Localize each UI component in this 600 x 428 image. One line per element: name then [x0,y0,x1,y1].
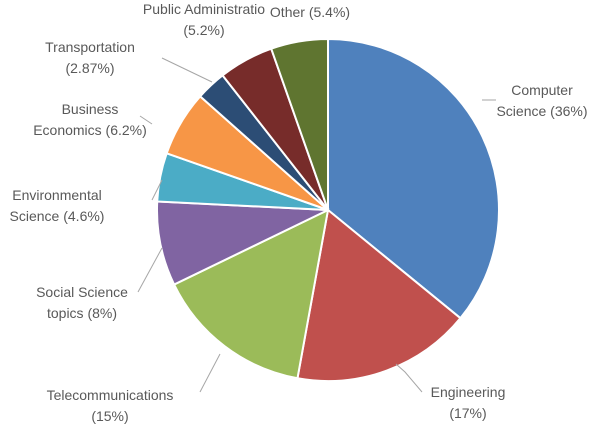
leader-line-business-economics [139,115,153,125]
slice-label-computer-science: Computer Science (36%) [496,82,587,119]
pie-slice-engineering [296,208,462,382]
slice-label-other: Other (5.4%) [270,4,350,20]
slice-label-business-economics: Business Economics (6.2%) [33,101,147,138]
pie-slice-computer-science [327,37,500,320]
slice-labels: Computer Science (36%) Engineering (17%) Tel… [10,1,588,424]
leader-line-social-science-topics [137,247,163,293]
pie-slice-telecommunications [172,208,330,380]
slice-label-social-science-topics: Social Science topics (8%) [36,284,128,321]
pie-slice-other [269,37,329,211]
slice-label-transportation: Transportation (2.87%) [45,39,135,76]
pie-slices [156,37,500,382]
slice-label-telecommunications: Telecommunications (15%) [47,387,174,424]
slice-label-public-administration: Public Administratio (5.2%) [143,1,265,38]
leader-lines [137,57,496,393]
leader-line-transportation [161,57,213,83]
slice-label-environmental-science: Environmental Science (4.6%) [10,187,105,224]
leader-line-environmental-science [151,179,163,201]
leader-line-telecommunications [199,353,221,393]
leader-line-engineering [395,363,423,393]
slice-label-engineering: Engineering (17%) [431,384,506,421]
